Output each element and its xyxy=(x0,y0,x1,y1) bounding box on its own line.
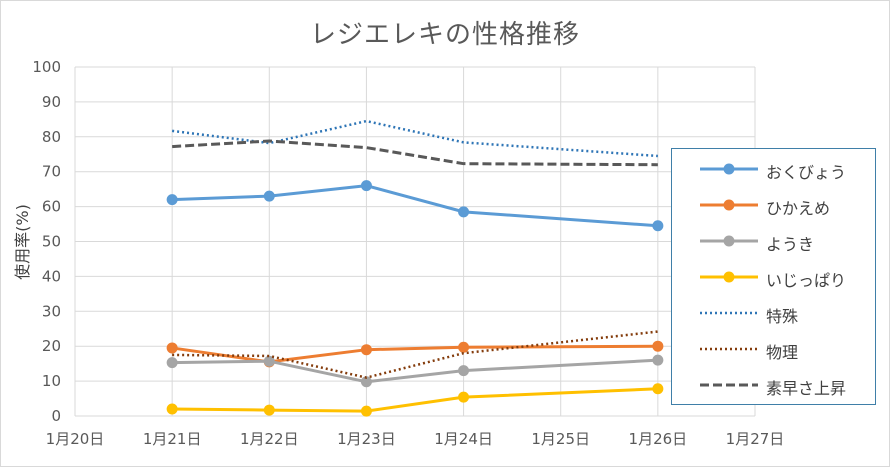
legend-label: おくびょう xyxy=(766,163,847,182)
series-line xyxy=(172,330,658,379)
data-point xyxy=(652,220,664,232)
legend-label: ようき xyxy=(766,235,815,254)
legend-swatch xyxy=(700,347,758,351)
legend-swatch xyxy=(700,271,758,283)
legend-item: 素早さ上昇 xyxy=(672,373,877,398)
x-tick-label: 1月24日 xyxy=(434,430,493,448)
y-tick-label: 90 xyxy=(42,93,61,111)
legend-swatch xyxy=(700,199,758,211)
data-point xyxy=(458,365,470,377)
data-point xyxy=(360,376,372,388)
series-line xyxy=(172,387,658,413)
data-point xyxy=(652,354,664,366)
legend-item: 特殊 xyxy=(672,301,877,326)
data-point xyxy=(263,355,275,367)
data-point xyxy=(458,206,470,218)
series-line xyxy=(172,184,658,228)
legend-swatch xyxy=(700,163,758,175)
legend-item: ひかえめ xyxy=(672,193,877,218)
data-point xyxy=(166,194,178,206)
legend-item: ようき xyxy=(672,229,877,254)
y-tick-label: 80 xyxy=(42,128,61,146)
series-line xyxy=(172,139,658,167)
legend-label: 特殊 xyxy=(766,307,799,326)
y-tick-label: 0 xyxy=(51,407,61,425)
legend-swatch xyxy=(700,383,758,387)
x-tick-label: 1月20日 xyxy=(46,430,105,448)
data-point xyxy=(360,180,372,192)
legend-item: おくびょう xyxy=(672,157,877,182)
x-tick-label: 1月26日 xyxy=(629,430,688,448)
data-point xyxy=(166,403,178,415)
y-tick-label: 60 xyxy=(42,198,61,216)
legend-item: いじっぱり xyxy=(672,265,877,290)
legend-swatch xyxy=(700,311,758,315)
data-point xyxy=(166,357,178,369)
y-tick-label: 100 xyxy=(32,58,61,76)
y-axis-label: 使用率(%) xyxy=(13,204,32,280)
legend-label: ひかえめ xyxy=(766,199,831,218)
data-point xyxy=(458,341,470,353)
series-line xyxy=(171,344,658,364)
legend-label: 素早さ上昇 xyxy=(766,379,847,398)
y-tick-label: 30 xyxy=(42,302,61,320)
chart-title: レジエレキの性格推移 xyxy=(309,20,580,50)
legend-item: 物理 xyxy=(672,337,877,362)
data-point xyxy=(360,405,372,417)
series-line xyxy=(171,119,658,158)
y-tick-label: 10 xyxy=(42,372,61,390)
data-point xyxy=(263,190,275,202)
x-tick-label: 1月23日 xyxy=(337,430,396,448)
x-tick-label: 1月25日 xyxy=(531,430,590,448)
x-tick-label: 1月27日 xyxy=(726,430,785,448)
y-tick-label: 20 xyxy=(42,337,61,355)
x-tick-label: 1月21日 xyxy=(143,430,202,448)
legend-swatch xyxy=(700,235,758,247)
data-point xyxy=(166,342,178,354)
y-tick-label: 40 xyxy=(42,267,61,285)
x-tick-label: 1月22日 xyxy=(240,430,299,448)
data-point xyxy=(360,344,372,356)
legend-label: 物理 xyxy=(766,343,799,362)
data-point xyxy=(652,383,664,395)
data-point xyxy=(263,404,275,416)
legend-label: いじっぱり xyxy=(766,271,847,290)
legend: おくびょうひかえめようきいじっぱり特殊物理素早さ上昇 xyxy=(671,148,876,405)
y-tick-label: 70 xyxy=(42,163,61,181)
data-point xyxy=(652,340,664,352)
series-line xyxy=(172,358,658,384)
y-tick-label: 50 xyxy=(42,233,61,251)
data-point xyxy=(458,391,470,403)
